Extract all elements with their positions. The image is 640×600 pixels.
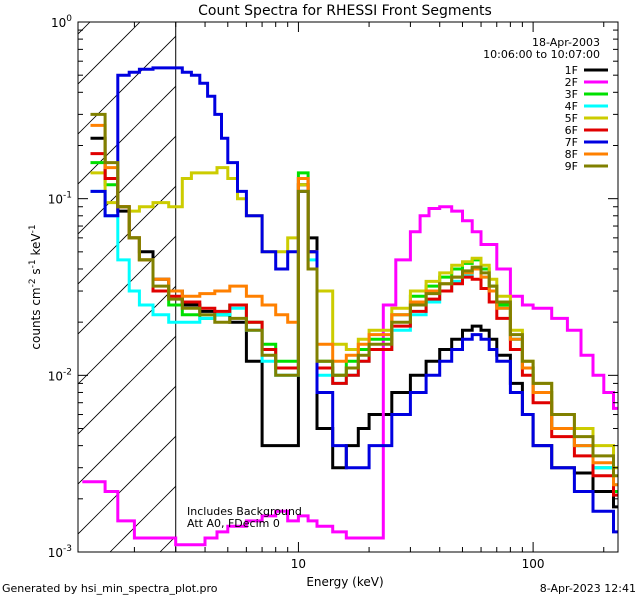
series-line-2f — [82, 205, 618, 547]
legend-label-6f: 6F — [565, 124, 578, 137]
observation-date: 18-Apr-2003 — [532, 36, 600, 49]
y-tick-label: 100 — [51, 14, 72, 30]
legend-label-8f: 8F — [565, 148, 578, 161]
chart-title: Count Spectra for RHESSI Front Segments — [198, 3, 492, 19]
hatch-line — [410, 22, 640, 552]
series-line-9f — [90, 112, 618, 478]
hatch-line — [78, 235, 176, 335]
x-tick-label: 10 — [291, 557, 306, 571]
generation-timestamp: 8-Apr-2023 12:41 — [539, 582, 636, 595]
legend-label-1f: 1F — [565, 64, 578, 77]
y-tick-label: 10-1 — [48, 191, 72, 207]
observation-time-range: 10:06:00 to 10:07:00 — [483, 48, 600, 61]
x-tick-label: 100 — [522, 557, 545, 571]
y-axis-label: counts cm-2 s-1 keV-1 — [28, 224, 43, 349]
plot-frame — [77, 21, 619, 553]
hatch-line — [78, 285, 176, 385]
hatch-line — [78, 22, 91, 35]
y-tick-label: 10-2 — [48, 367, 72, 383]
hatch-line — [109, 485, 176, 552]
hatch-line — [78, 35, 176, 135]
annotation-background: Includes Background — [187, 505, 302, 518]
legend-label-5f: 5F — [565, 112, 578, 125]
hatch-line — [78, 435, 176, 535]
legend-label-7f: 7F — [565, 136, 578, 149]
legend-label-4f: 4F — [565, 100, 578, 113]
series-line-6f — [90, 152, 618, 497]
hatch-line — [360, 22, 640, 552]
legend-label-9f: 9F — [565, 160, 578, 173]
hatch-line — [78, 85, 176, 185]
generated-by-text: Generated by hsi_min_spectra_plot.pro — [2, 582, 218, 595]
low-energy-hatched-region — [78, 22, 640, 552]
series-line-7f — [90, 66, 618, 534]
x-axis-label: Energy (keV) — [306, 575, 383, 589]
series-line-4f — [90, 189, 618, 487]
annotation-attenuator: Att A0, FDecim 0 — [187, 517, 280, 530]
axes: 10 100 10-3 10-2 10-1 100 — [48, 14, 618, 571]
hatch-lines — [78, 22, 640, 552]
spectra-series-group — [82, 66, 618, 547]
legend-label-2f: 2F — [565, 76, 578, 89]
hatch-line — [78, 385, 176, 485]
legend-label-3f: 3F — [565, 88, 578, 101]
series-line-8f — [90, 123, 618, 487]
y-tick-label: 10-3 — [48, 544, 72, 560]
